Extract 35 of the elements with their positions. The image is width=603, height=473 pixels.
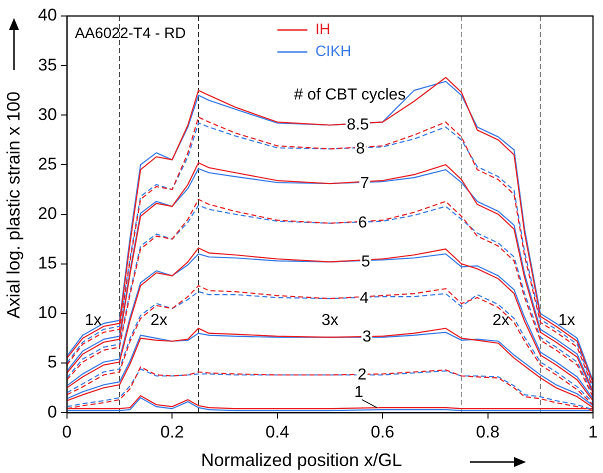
annotation: 2x bbox=[150, 312, 168, 329]
annotation: 7 bbox=[360, 174, 370, 192]
y-tick-label: 35 bbox=[38, 55, 57, 74]
x-tick-label: 1 bbox=[588, 422, 598, 442]
y-tick-label: 10 bbox=[38, 303, 57, 322]
annotation: # of CBT cycles bbox=[294, 86, 406, 104]
legend-label: CIKH bbox=[315, 43, 352, 60]
x-tick-label: 0.2 bbox=[160, 422, 184, 442]
x-tick-label: 0 bbox=[62, 422, 72, 442]
y-tick-label: 0 bbox=[47, 402, 57, 422]
x-axis-title: Normalized position x/GL bbox=[200, 450, 404, 471]
annotation: 5 bbox=[361, 253, 370, 270]
annotation: 6 bbox=[358, 214, 368, 232]
annotation: 2x bbox=[492, 312, 510, 329]
y-tick-label: 15 bbox=[38, 254, 57, 273]
text: AA6022-T4 - RD bbox=[74, 25, 186, 42]
annotation: 4 bbox=[360, 290, 369, 307]
x-tick-label: 0.8 bbox=[476, 422, 500, 442]
y-tick-label: 30 bbox=[38, 104, 57, 124]
y-tick-label: 25 bbox=[38, 154, 57, 174]
annotation: 8 bbox=[356, 140, 366, 158]
y-tick-label: 40 bbox=[38, 6, 57, 25]
y-axis-title: Axial log. plastic strain x 100 bbox=[4, 91, 24, 319]
annotation: 1 bbox=[354, 384, 364, 402]
annotation: 1x bbox=[558, 312, 576, 329]
annotation: 8.5 bbox=[346, 116, 370, 134]
x-tick-label: 0.4 bbox=[266, 422, 290, 442]
annotation: 3x bbox=[322, 312, 338, 329]
annotation: 1x bbox=[84, 312, 102, 329]
legend-label: IH bbox=[315, 21, 330, 38]
annotation: 3 bbox=[362, 328, 372, 346]
x-tick-label: 0.6 bbox=[370, 422, 394, 442]
y-tick-label: 5 bbox=[47, 352, 57, 372]
y-tick-label: 20 bbox=[38, 204, 57, 223]
annotation: 2 bbox=[358, 366, 367, 384]
